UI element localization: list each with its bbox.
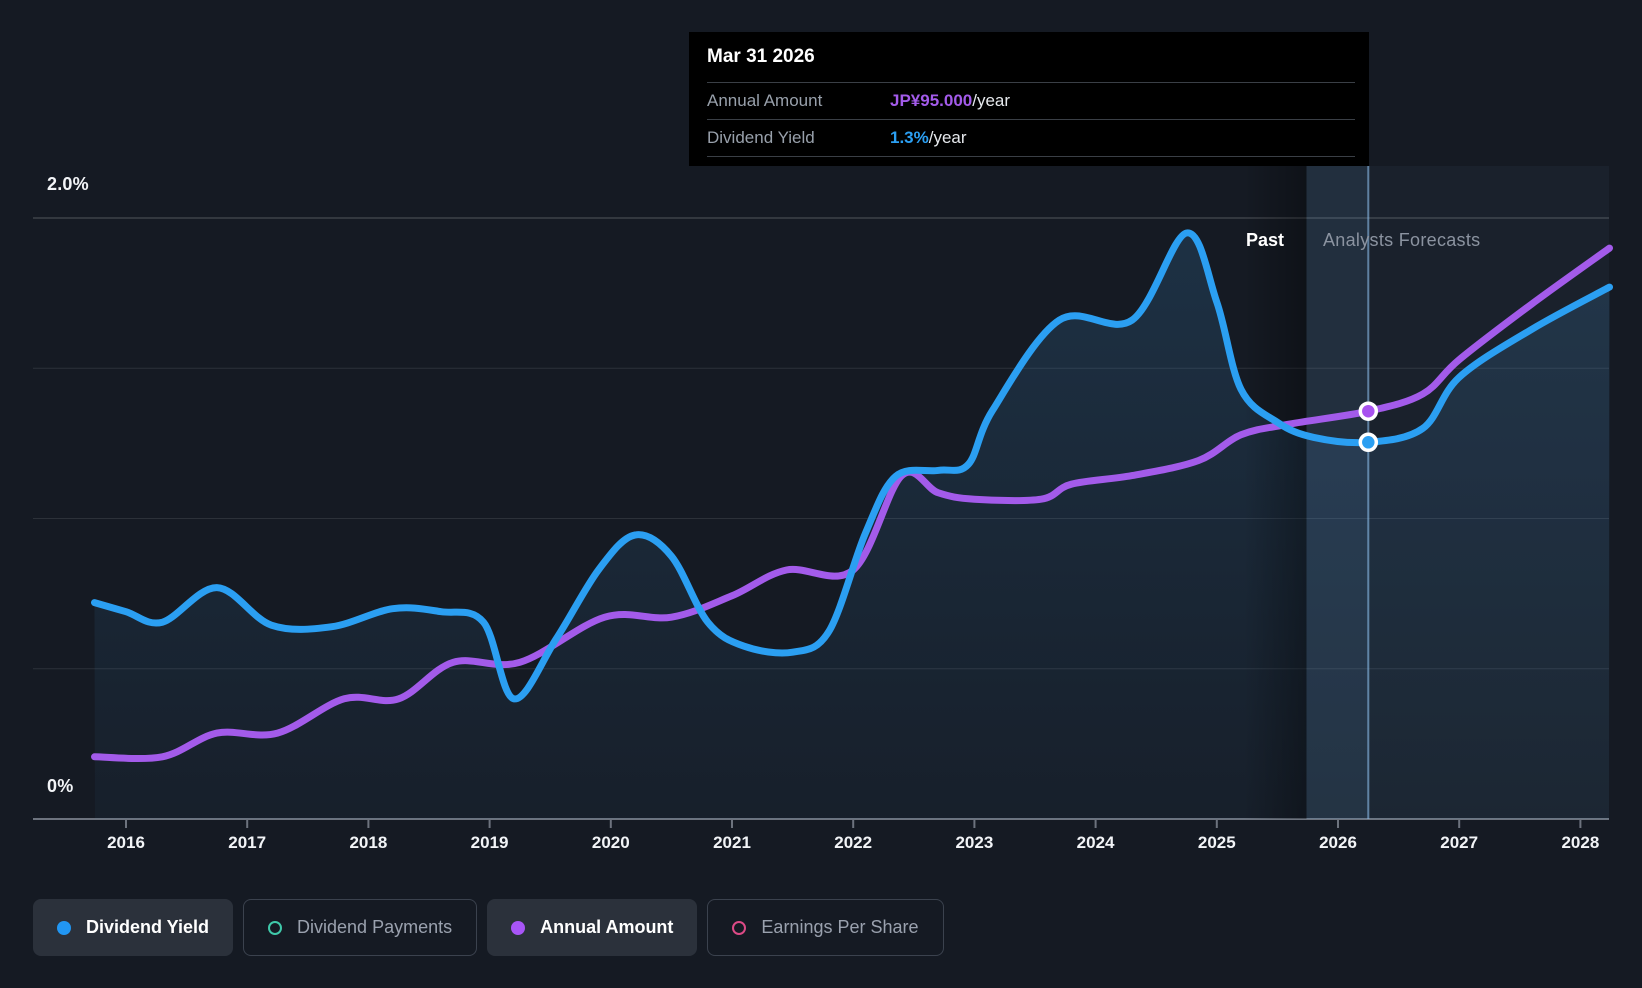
chart-canvas[interactable]: [0, 0, 1642, 860]
tooltip-row-annual-amount: Annual Amount JP¥95.000 /year: [707, 82, 1355, 119]
legend-button-earnings-per-share[interactable]: Earnings Per Share: [707, 899, 944, 956]
x-axis-label-2028: 2028: [1561, 833, 1600, 852]
tooltip-divider: [707, 156, 1355, 157]
dividend-payments-swatch-icon: [268, 920, 283, 935]
legend-button-dividend-payments[interactable]: Dividend Payments: [243, 899, 478, 956]
x-axis-label-2018: 2018: [349, 833, 388, 852]
x-axis-label-2016: 2016: [107, 833, 145, 852]
legend-button-dividend-yield[interactable]: Dividend Yield: [33, 899, 234, 956]
marker-dividend-yield: [1358, 432, 1379, 453]
y-axis-label-top: 2.0%: [47, 174, 89, 194]
x-axis-label-2024: 2024: [1076, 833, 1115, 852]
annual-amount-line: [91, 244, 1613, 763]
past-forecast-transition-band: [1243, 166, 1307, 819]
x-axis-label-2027: 2027: [1440, 833, 1479, 852]
tooltip-suffix-annual-amount: /year: [972, 91, 1011, 110]
tooltip-suffix-dividend-yield: /year: [928, 128, 967, 147]
analysts-forecasts-label: Analysts Forecasts: [1323, 230, 1481, 250]
hover-tooltip: Mar 31 2026 Annual Amount JP¥95.000 /yea…: [689, 32, 1369, 166]
past-label: Past: [1246, 230, 1285, 250]
legend-button-annual-amount[interactable]: Annual Amount: [487, 899, 698, 956]
tooltip-value-dividend-yield: 1.3%: [890, 128, 929, 147]
legend-bar: Dividend Yield Dividend Payments Annual Am…: [33, 899, 944, 956]
legend-label: Annual Amount: [540, 917, 674, 937]
dividend-yield-line: [91, 229, 1613, 703]
dividend-yield-area: [94, 232, 1610, 820]
earnings-per-share-swatch-icon: [732, 920, 747, 935]
hover-highlight-band: [1306, 166, 1369, 819]
tooltip-label-dividend-yield: Dividend Yield: [707, 128, 815, 147]
tooltip-date: Mar 31 2026: [707, 46, 815, 67]
forecast-region: [1306, 166, 1609, 819]
x-axis-label-2023: 2023: [955, 833, 994, 852]
x-axis-label-2021: 2021: [713, 833, 751, 852]
dividend-yield-swatch-icon: [57, 920, 71, 935]
legend-label: Earnings Per Share: [761, 917, 919, 937]
legend-label: Dividend Payments: [297, 917, 453, 937]
x-axis-label-2020: 2020: [591, 833, 630, 852]
x-axis-label-2022: 2022: [834, 833, 873, 852]
y-axis-label-bottom: 0%: [47, 776, 74, 796]
tooltip-row-dividend-yield: Dividend Yield 1.3% /year: [707, 119, 1355, 156]
legend-label: Dividend Yield: [86, 917, 210, 937]
x-axis-label-2025: 2025: [1197, 833, 1236, 852]
marker-annual-amount: [1358, 401, 1379, 421]
x-axis-label-2026: 2026: [1319, 833, 1357, 852]
tooltip-label-annual-amount: Annual Amount: [707, 91, 823, 110]
tooltip-value-annual-amount: JP¥95.000: [890, 91, 973, 110]
x-axis-label-2019: 2019: [470, 833, 509, 852]
x-axis-label-2017: 2017: [228, 833, 267, 852]
annual-amount-swatch-icon: [511, 920, 526, 935]
